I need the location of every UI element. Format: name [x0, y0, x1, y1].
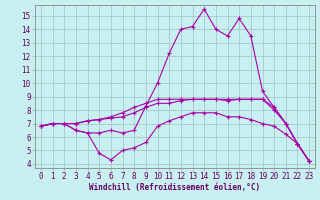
X-axis label: Windchill (Refroidissement éolien,°C): Windchill (Refroidissement éolien,°C) [89, 183, 260, 192]
